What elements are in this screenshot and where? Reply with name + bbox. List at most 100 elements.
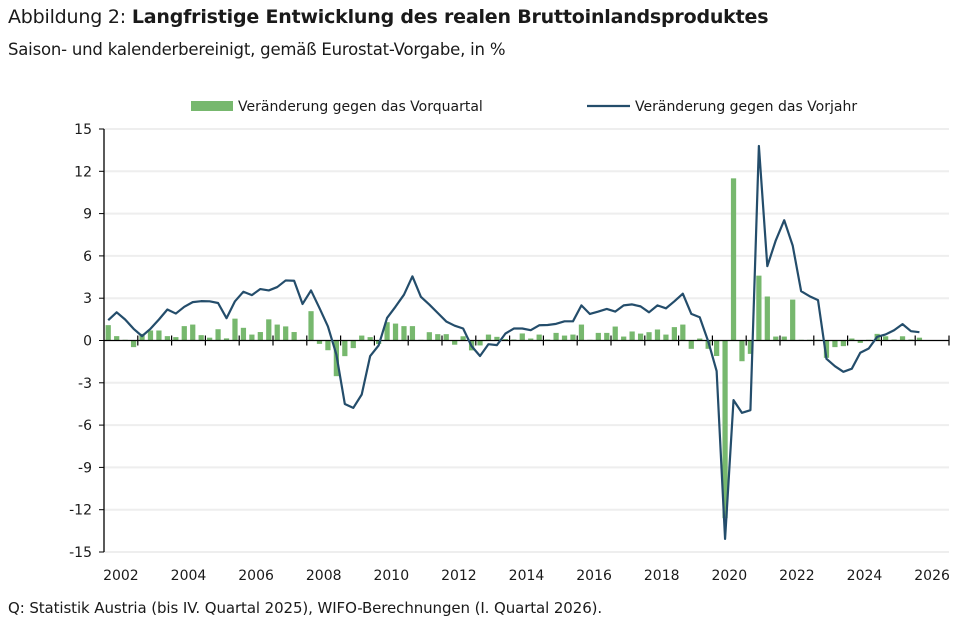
bar-vorquartal: [207, 337, 213, 341]
bar-vorquartal: [697, 338, 703, 341]
y-tick-label: 6: [83, 249, 92, 265]
bar-vorquartal: [722, 340, 728, 519]
bar-vorquartal: [595, 332, 601, 341]
x-tick-label: 2020: [711, 568, 747, 584]
bar-vorquartal: [612, 326, 618, 341]
line-vorjahr: [107, 144, 920, 540]
bar-vorquartal: [773, 336, 779, 341]
bar-vorquartal: [485, 334, 492, 341]
bar-vorquartal: [443, 334, 449, 341]
bar-vorquartal: [680, 324, 686, 341]
y-tick-label: 12: [74, 164, 92, 180]
source-note: Q: Statistik Austria (bis IV. Quartal 20…: [8, 599, 603, 617]
bar-vorquartal: [130, 340, 137, 348]
chart-title: Abbildung 2: Langfristige Entwicklung de…: [8, 6, 769, 28]
legend-label-vorjahr: Veränderung gegen das Vorjahr: [635, 99, 857, 115]
legend-swatch-vorquartal: [191, 101, 233, 111]
legend: Veränderung gegen das Vorquartal Verände…: [191, 99, 857, 115]
bar-vorquartal: [409, 326, 416, 341]
bar-vorquartal: [747, 340, 754, 354]
bar-vorquartal: [249, 334, 255, 341]
bar-vorquartal: [105, 325, 111, 341]
bar-vorquartal: [173, 337, 179, 341]
x-tick-label: 2016: [576, 568, 612, 584]
x-tick-label: 2018: [644, 568, 680, 584]
chart-subtitle: Saison- und kalenderbereinigt, gemäß Eur…: [8, 40, 506, 59]
bar-vorquartal: [401, 326, 407, 341]
bar-vorquartal: [916, 337, 923, 341]
bar-vorquartal: [156, 330, 162, 341]
bar-vorquartal: [756, 275, 762, 341]
bar-vorquartal: [637, 333, 644, 341]
x-tick-label: 2014: [509, 568, 545, 584]
bar-vorquartal: [240, 327, 247, 341]
y-tick-label: 9: [83, 207, 92, 223]
bar-vorquartal: [857, 340, 863, 343]
bar-vorquartal: [739, 340, 745, 362]
bar-vorquartal: [688, 340, 694, 349]
axes: 15 12 9 6 3 0 -3 -6 -9 -12 -15 2002 2004 2006 2008 2010…: [69, 122, 950, 584]
bar-vorquartal: [790, 299, 796, 341]
bar-vorquartal: [147, 330, 154, 341]
y-tick-label: -12: [69, 503, 92, 519]
bar-vorquartal: [832, 340, 838, 348]
bar-vorquartal: [367, 337, 373, 341]
bar-vorquartal: [629, 331, 635, 341]
bar-vorquartal: [308, 311, 314, 341]
legend-label-vorquartal: Veränderung gegen das Vorquartal: [238, 99, 483, 115]
x-tick-label: 2008: [306, 568, 342, 584]
bar-vorquartal: [257, 332, 263, 341]
bar-vorquartal: [570, 334, 576, 341]
bar-vorquartal: [663, 334, 669, 341]
bar-vorquartal: [223, 338, 230, 341]
bar-vorquartal: [198, 335, 204, 341]
bar-vorquartal: [714, 340, 720, 357]
bar-vorquartal: [730, 178, 737, 341]
bar-vorquartal: [899, 336, 906, 341]
bar-vorquartal: [316, 340, 323, 344]
bar-vorquartal: [291, 332, 297, 341]
y-tick-label: 3: [83, 291, 92, 307]
bar-vorquartal: [283, 326, 289, 341]
y-tick-label: -15: [69, 545, 92, 561]
bar-vorquartal: [325, 340, 331, 351]
y-tick-label: 0: [83, 334, 92, 350]
bar-vorquartal: [578, 324, 585, 341]
bar-vorquartal: [528, 338, 534, 341]
x-tick-label: 2026: [914, 568, 950, 584]
title-prefix: Abbildung 2:: [8, 6, 132, 28]
bar-vorquartal: [392, 323, 399, 341]
y-tick-label: -9: [78, 460, 92, 476]
bar-vorquartal: [460, 336, 466, 341]
bar-vorquartal: [164, 336, 170, 341]
x-tick-label: 2002: [103, 568, 139, 584]
title-main: Langfristige Entwicklung des realen Brut…: [131, 6, 769, 28]
bar-vorquartal: [494, 336, 500, 341]
bar-vorquartal: [266, 319, 272, 341]
y-tick-label: -6: [78, 418, 92, 434]
bar-vorquartal: [181, 326, 187, 341]
bar-vorquartal: [621, 336, 627, 341]
bar-vorquartal: [359, 335, 365, 341]
y-tick-label: 15: [74, 122, 92, 138]
bar-vorquartal: [519, 333, 525, 341]
bar-vorquartal: [671, 327, 677, 341]
bar-vorquartal: [764, 296, 770, 341]
bar-vorquartal: [823, 340, 830, 358]
x-tick-label: 2024: [847, 568, 883, 584]
bar-vorquartal: [452, 340, 458, 345]
bar-vorquartal: [190, 324, 196, 341]
bar-vorquartal: [426, 332, 432, 341]
x-tick-label: 2022: [779, 568, 815, 584]
bar-vorquartal: [646, 332, 652, 341]
bar-vorquartal: [114, 336, 120, 341]
bar-vorquartal: [502, 339, 508, 341]
gridlines: [104, 128, 949, 553]
bar-vorquartal: [840, 340, 846, 347]
bar-vorquartal: [215, 329, 221, 341]
bar-vorquartal: [553, 332, 559, 341]
line-series-vorjahr: [107, 144, 920, 540]
x-tick-label: 2012: [441, 568, 477, 584]
bar-vorquartal: [561, 335, 568, 341]
